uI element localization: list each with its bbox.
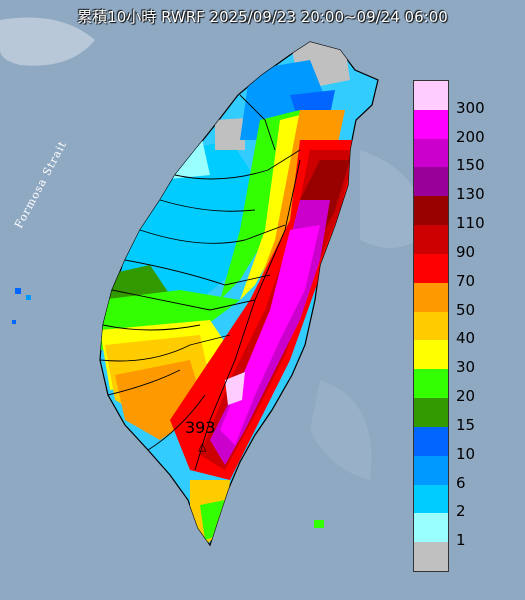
- penghu-dot: [12, 320, 16, 324]
- legend-label: 70: [456, 271, 476, 290]
- legend-swatch: [414, 81, 448, 110]
- legend-label: 150: [456, 156, 485, 175]
- legend-swatch: [414, 311, 448, 341]
- peak-value-label: 393: [185, 418, 216, 437]
- cloud-patch: [310, 380, 372, 480]
- rain-zone-none: [215, 118, 245, 150]
- legend-swatch: [414, 455, 448, 485]
- legend-swatch: [414, 225, 448, 254]
- legend-label: 20: [456, 387, 476, 406]
- legend-swatch: [414, 398, 448, 427]
- legend-label: 50: [456, 300, 476, 319]
- legend-swatch: [414, 138, 448, 168]
- legend-label: 200: [456, 127, 485, 146]
- legend-swatch: [414, 196, 448, 226]
- legend-swatch: [414, 340, 448, 370]
- legend-label: 1: [456, 531, 466, 550]
- legend-swatch: [414, 167, 448, 197]
- legend-label: 130: [456, 185, 485, 204]
- green-island-dot: [314, 520, 324, 528]
- legend-swatch: [414, 369, 448, 399]
- legend-swatch: [414, 513, 448, 543]
- legend-swatch: [414, 426, 448, 456]
- legend-swatch: [414, 253, 448, 283]
- legend-label: 30: [456, 358, 476, 377]
- penghu-dot: [15, 288, 21, 294]
- penghu-dot: [26, 295, 31, 300]
- rain-zone-300: [225, 372, 245, 405]
- legend-swatch: [414, 484, 448, 514]
- cloud-patch: [360, 150, 430, 248]
- legend-label: 300: [456, 98, 485, 117]
- map-title: 累積10小時 RWRF 2025/09/23 20:00~09/24 06:00: [77, 8, 448, 26]
- legend-label: 90: [456, 242, 476, 261]
- legend-label: 10: [456, 444, 476, 463]
- rain-zone-200: [220, 225, 320, 445]
- legend-swatch: [414, 282, 448, 312]
- legend-swatch: [414, 109, 448, 139]
- color-legend: [413, 80, 449, 572]
- legend-label: 110: [456, 214, 485, 233]
- legend-label: 15: [456, 415, 476, 434]
- cloud-patch: [0, 17, 95, 66]
- county-boundaries: [99, 94, 301, 471]
- legend-label: 40: [456, 329, 476, 348]
- peak-marker: △: [198, 440, 207, 453]
- legend-swatch: [414, 542, 448, 571]
- legend-label: 2: [456, 502, 466, 521]
- legend-label: 6: [456, 473, 466, 492]
